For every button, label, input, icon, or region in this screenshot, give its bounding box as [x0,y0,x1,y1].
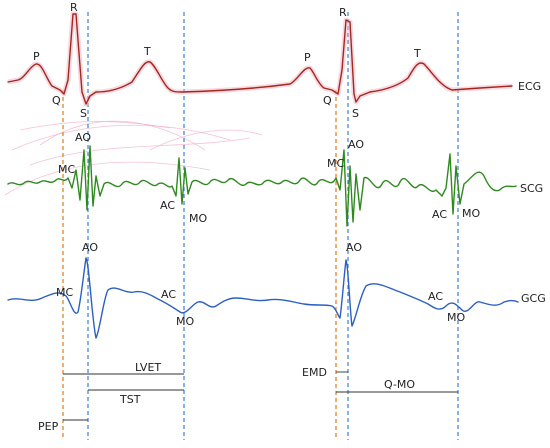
scg-ao-label-2: AO [348,138,364,151]
scg-ac-label-2: AC [432,208,447,221]
gcg-ac-label-1: AC [161,288,176,301]
ecg-q-label-2: Q [323,94,332,107]
ecg-q-label-1: Q [52,94,61,107]
gcg-ao-label-2: AO [346,241,362,254]
emd-label: EMD [302,366,327,379]
scg-ao-label-1: AO [75,131,91,144]
scg-mo-label-2: MO [462,207,480,220]
scg-mc-label-2: MC [327,157,344,170]
ecg-t-label-2: T [413,47,421,60]
ecg-s-label-1: S [80,107,87,120]
ecg-signal-label: ECG [518,80,541,93]
ecg-r-label-1: R [70,1,78,14]
scg-signal-label: SCG [520,182,543,195]
ecg-p-label-2: P [304,51,311,64]
gcg-ac-label-2: AC [428,290,443,303]
tst-label: TST [119,393,141,406]
background-artifacts [4,120,263,196]
q-mo-label: Q-MO [384,378,415,391]
scg-ac-label-1: AC [160,199,175,212]
interval-bars [63,371,458,421]
gcg-mo-label-2: MO [447,311,465,324]
ecg-p-label-1: P [33,50,40,63]
ecg-r-label-2: R [339,6,347,19]
ecg-s-label-2: S [352,107,359,120]
gcg-signal-label: GCG [521,292,546,305]
scg-mo-label-1: MO [189,212,207,225]
scg-mc-label-1: MC [58,163,75,176]
gcg-mo-label-1: MO [176,315,194,328]
gcg-trace [7,257,519,339]
gcg-mc-label-1: MC [56,286,73,299]
lvet-label: LVET [135,361,161,374]
pep-label: PEP [38,420,59,433]
scg-trace [7,145,517,227]
ecg-trace [7,11,513,107]
gcg-ao-label-1: AO [82,241,98,254]
vertical-markers [62,12,459,440]
ecg-t-label-1: T [143,45,151,58]
